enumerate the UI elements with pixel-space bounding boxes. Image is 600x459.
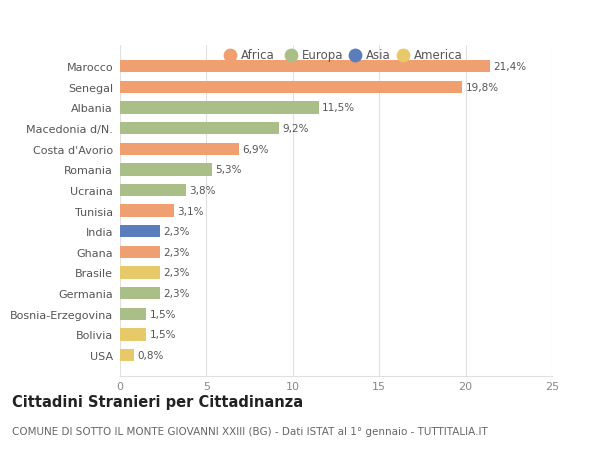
Bar xyxy=(120,185,185,197)
Text: 2,3%: 2,3% xyxy=(163,227,190,237)
Text: America: America xyxy=(414,49,463,62)
Bar xyxy=(120,308,146,320)
Text: 19,8%: 19,8% xyxy=(466,83,499,93)
Bar xyxy=(120,287,160,300)
Point xyxy=(226,52,235,60)
Text: 0,8%: 0,8% xyxy=(137,350,164,360)
Bar xyxy=(120,205,173,217)
Text: Africa: Africa xyxy=(241,49,275,62)
Point xyxy=(286,52,295,60)
Bar xyxy=(120,246,160,258)
Text: 5,3%: 5,3% xyxy=(215,165,242,175)
Text: 11,5%: 11,5% xyxy=(322,103,355,113)
Bar xyxy=(120,123,279,135)
Text: 6,9%: 6,9% xyxy=(242,145,269,154)
Text: 3,8%: 3,8% xyxy=(189,185,215,196)
Text: 2,3%: 2,3% xyxy=(163,288,190,298)
Text: Cittadini Stranieri per Cittadinanza: Cittadini Stranieri per Cittadinanza xyxy=(12,394,303,409)
Bar xyxy=(120,143,239,156)
Bar xyxy=(120,102,319,114)
Text: 9,2%: 9,2% xyxy=(283,124,309,134)
Bar xyxy=(120,329,146,341)
Text: Europa: Europa xyxy=(301,49,343,62)
Text: 21,4%: 21,4% xyxy=(493,62,526,72)
Text: 3,1%: 3,1% xyxy=(177,206,203,216)
Text: COMUNE DI SOTTO IL MONTE GIOVANNI XXIII (BG) - Dati ISTAT al 1° gennaio - TUTTIT: COMUNE DI SOTTO IL MONTE GIOVANNI XXIII … xyxy=(12,426,488,436)
Bar xyxy=(120,225,160,238)
Bar xyxy=(120,164,212,176)
Text: 1,5%: 1,5% xyxy=(149,309,176,319)
Text: 2,3%: 2,3% xyxy=(163,268,190,278)
Point xyxy=(350,52,360,60)
Point xyxy=(398,52,408,60)
Text: Asia: Asia xyxy=(366,49,391,62)
Bar xyxy=(120,82,462,94)
Bar xyxy=(120,267,160,279)
Bar xyxy=(120,61,490,73)
Text: 2,3%: 2,3% xyxy=(163,247,190,257)
Bar xyxy=(120,349,134,361)
Text: 1,5%: 1,5% xyxy=(149,330,176,340)
